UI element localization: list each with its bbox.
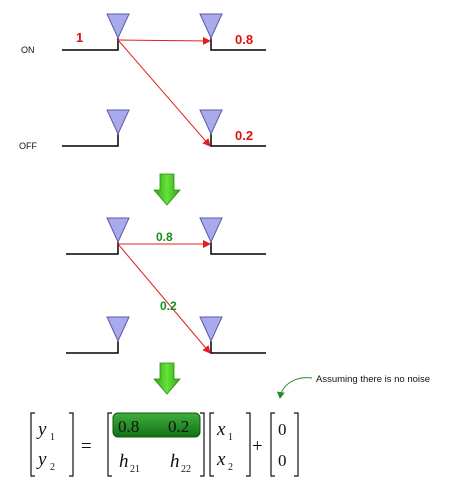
rx2-antenna — [199, 109, 266, 147]
highlight-row — [112, 412, 201, 438]
h22-subscript: 22 — [181, 464, 191, 475]
noise-1-value: 0 — [278, 420, 287, 439]
rx2-antenna-mid — [199, 316, 266, 354]
tx2-antenna-mid — [66, 316, 130, 354]
h11-value: 0.8 — [118, 417, 139, 436]
tx1-antenna-mid — [66, 217, 130, 255]
noise-annotation: Assuming there is no noise — [316, 374, 430, 385]
y2-subscript: 2 — [50, 462, 55, 473]
x1-subscript: 1 — [228, 432, 233, 443]
x1-symbol: x — [216, 419, 226, 440]
h21-symbol: h — [119, 451, 129, 472]
gain-direct-value: 0.8 — [235, 32, 253, 47]
link-mid-cross — [117, 243, 211, 354]
y1-subscript: 1 — [50, 432, 55, 443]
tx2-antenna — [62, 109, 130, 147]
rx1-antenna-mid — [199, 217, 266, 255]
y1-symbol: y — [36, 419, 47, 440]
channel-equation: y 1 y 2 = 0.8 0.2 h 21 h 22 x 1 x 2 + 0 … — [30, 412, 299, 477]
tx-power-value: 1 — [76, 30, 83, 45]
noise-2-value: 0 — [278, 451, 287, 470]
h21-subscript: 21 — [130, 464, 140, 475]
gain-cross-value: 0.2 — [235, 128, 253, 143]
down-arrow-icon — [153, 173, 181, 206]
rx1-antenna — [199, 13, 266, 51]
y2-symbol: y — [36, 449, 47, 470]
tx1-antenna — [62, 13, 130, 51]
annotation-arrow-icon — [276, 377, 313, 399]
x2-symbol: x — [216, 449, 226, 470]
link-tx1-rx1 — [117, 36, 211, 45]
h22-symbol: h — [170, 451, 180, 472]
x2-subscript: 2 — [228, 462, 233, 473]
down-arrow-icon — [153, 362, 181, 395]
link-tx1-rx2 — [117, 39, 211, 147]
equals-sign: = — [81, 436, 92, 457]
mid-gain-direct-value: 0.8 — [156, 230, 173, 244]
label-off: OFF — [19, 141, 37, 151]
h12-value: 0.2 — [168, 417, 189, 436]
plus-sign: + — [252, 436, 263, 457]
mid-gain-cross-value: 0.2 — [160, 299, 177, 313]
label-on: ON — [21, 45, 35, 55]
